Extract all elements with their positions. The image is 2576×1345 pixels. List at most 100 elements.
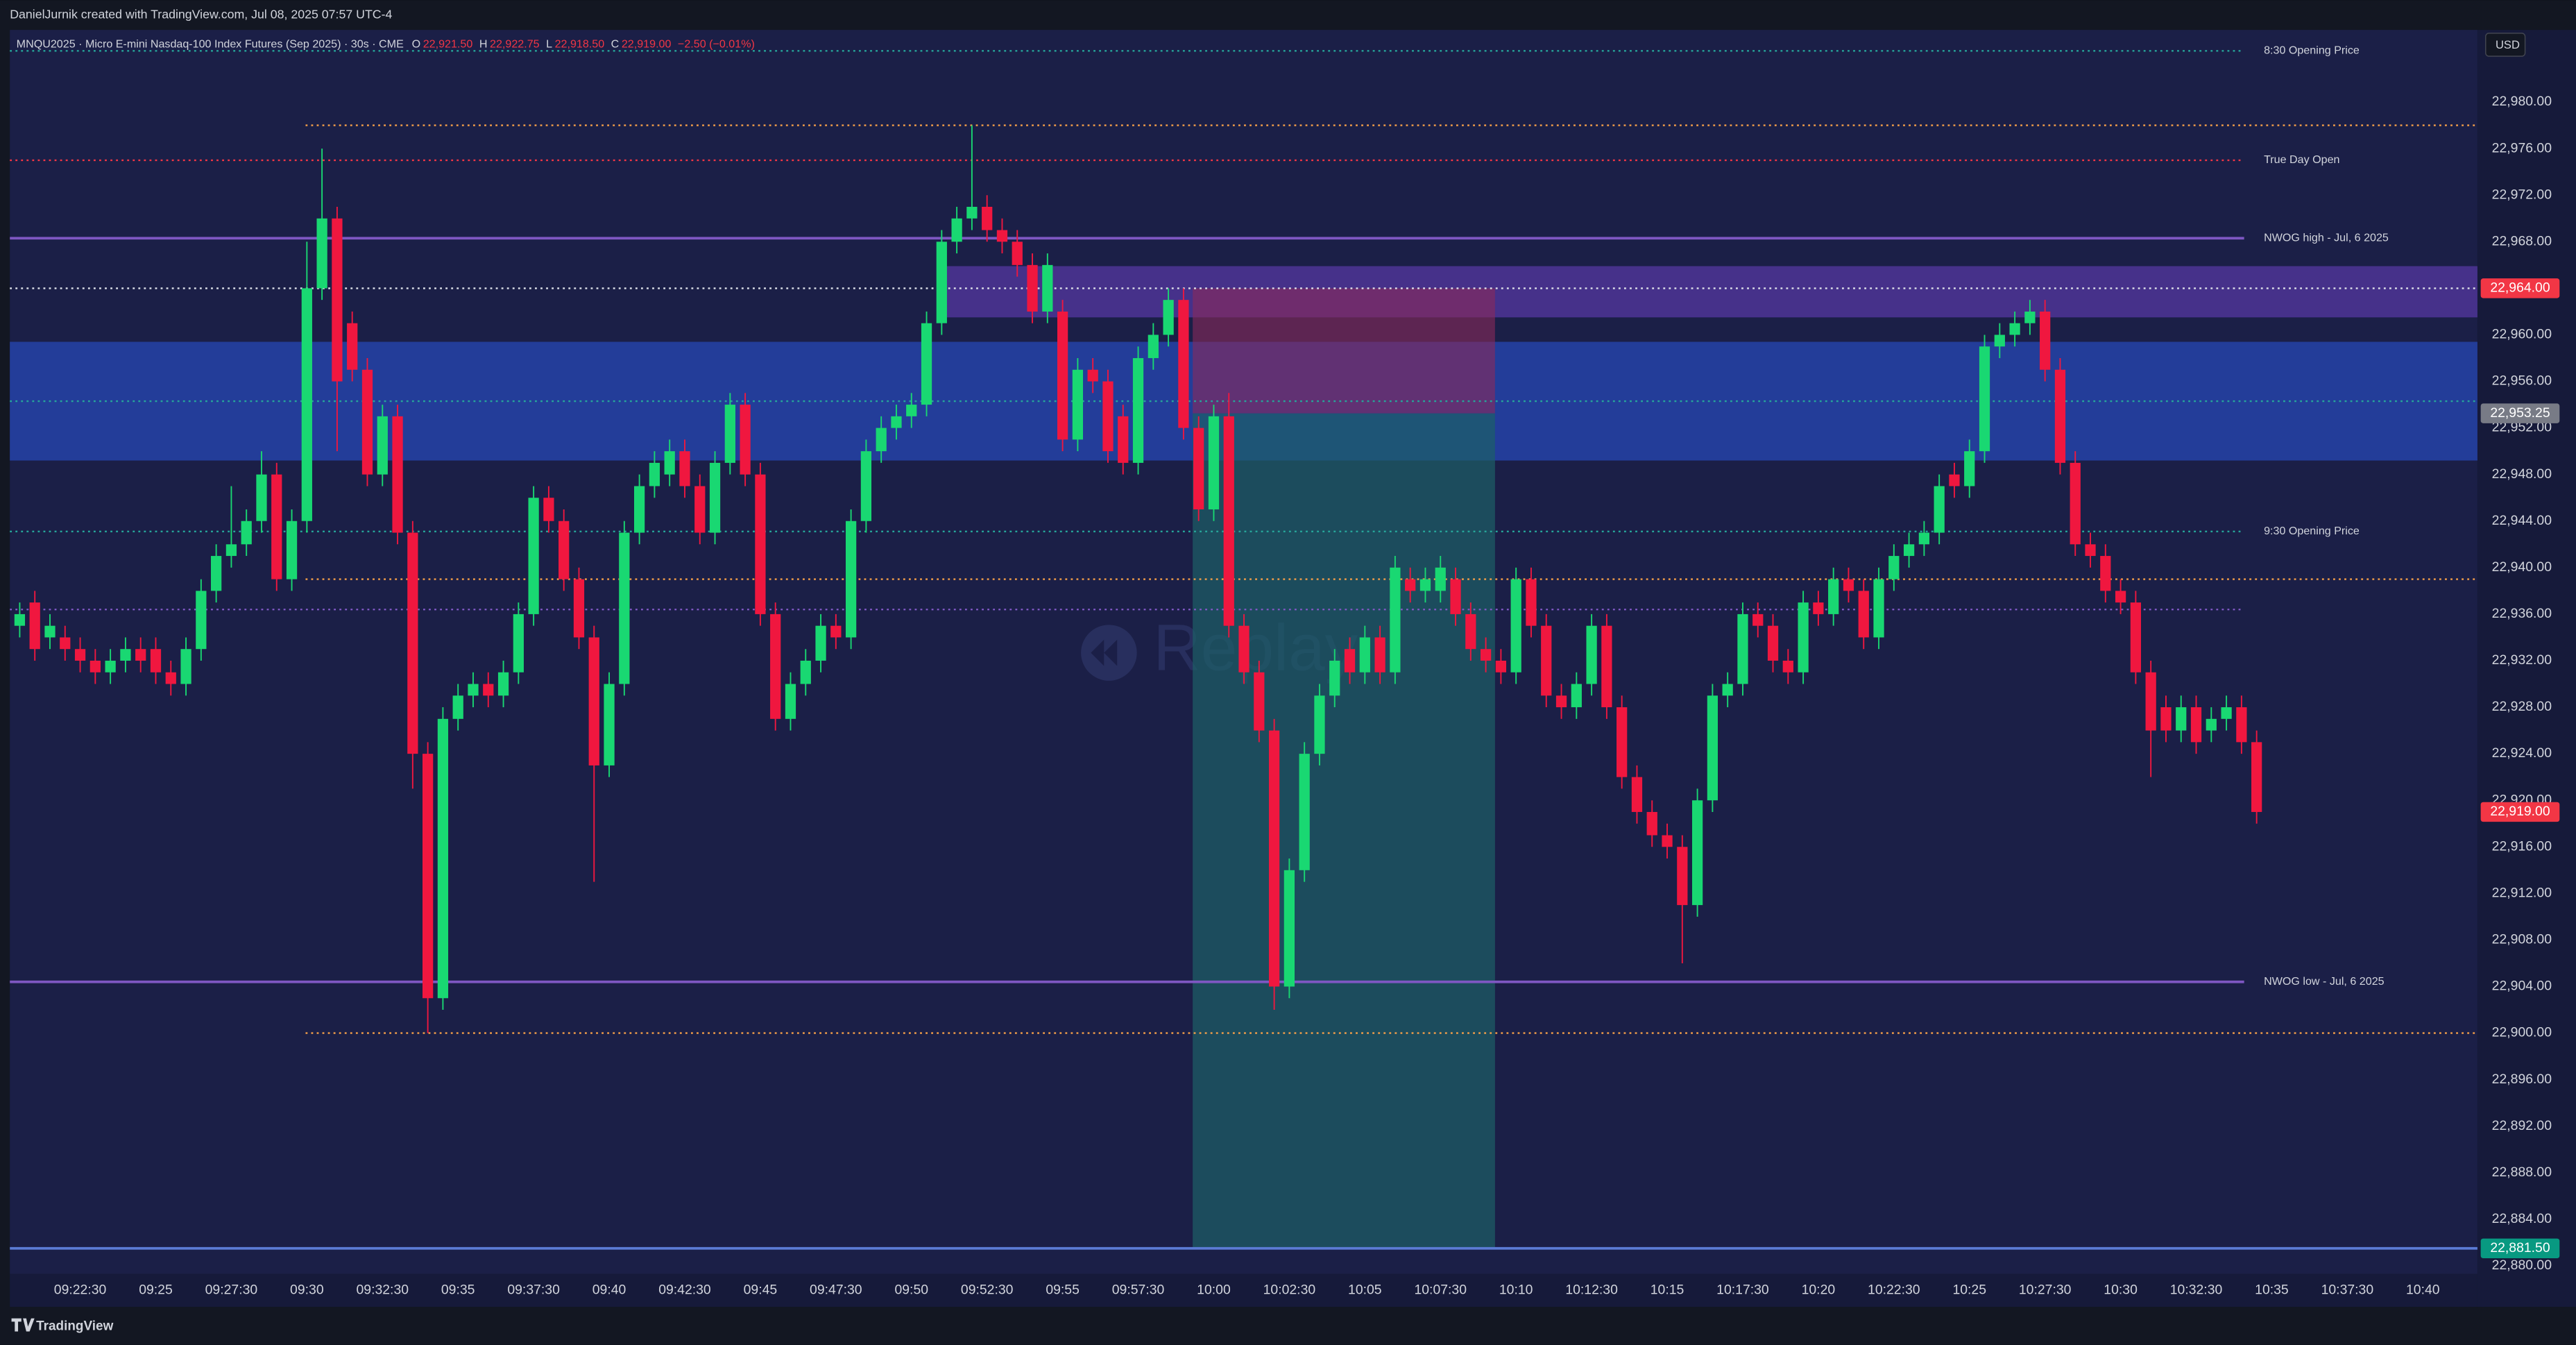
ohlc-value: 22,919.00 (622, 38, 672, 51)
candle-body (29, 602, 40, 650)
candle-body (1662, 835, 1673, 847)
candle-body (1555, 695, 1567, 708)
candle-body (709, 462, 721, 533)
position-stop (1193, 288, 1495, 414)
x-tick-label: 09:40 (592, 1282, 626, 1297)
y-tick-label: 22,960.00 (2492, 327, 2552, 342)
ohlc-key: H (479, 38, 488, 51)
y-tick-label: 22,900.00 (2492, 1025, 2552, 1040)
candle-body (241, 521, 252, 545)
x-tick-label: 10:02:30 (1263, 1282, 1316, 1297)
candle-body (633, 486, 645, 533)
x-tick-label: 09:42:30 (658, 1282, 711, 1297)
candle-body (1238, 625, 1249, 672)
level-label: 8:30 Opening Price (2264, 44, 2360, 57)
candle-body (1435, 567, 1446, 591)
candle-body (1072, 369, 1084, 440)
y-tick-label: 22,924.00 (2492, 745, 2552, 761)
candle-body (332, 218, 343, 382)
candle-body (1752, 614, 1764, 626)
price-axis (2477, 30, 2576, 1308)
candle-body (1994, 335, 2005, 347)
candle-body (1541, 625, 1552, 696)
candle-body (1526, 579, 1537, 626)
candle-body (664, 451, 675, 475)
candle-body (1691, 800, 1703, 906)
x-tick-label: 10:15 (1650, 1282, 1684, 1297)
y-tick-label: 22,940.00 (2492, 559, 2552, 575)
candle-body (271, 474, 282, 580)
candle-body (2009, 323, 2020, 335)
candle-body (649, 462, 660, 487)
candle-body (921, 323, 932, 405)
y-tick-label: 22,904.00 (2492, 979, 2552, 994)
candle-body (800, 660, 811, 684)
x-tick-label: 10:40 (2406, 1282, 2440, 1297)
price-label-box (2480, 1238, 2560, 1258)
y-tick-label: 22,896.00 (2492, 1072, 2552, 1087)
y-tick-label: 22,880.00 (2492, 1258, 2552, 1273)
y-tick-label: 22,932.00 (2492, 652, 2552, 668)
y-tick-label: 22,952.00 (2492, 420, 2552, 435)
candle-body (1178, 300, 1189, 428)
candle-body (1314, 695, 1325, 754)
position-target (1193, 413, 1495, 1249)
candle-body (528, 498, 539, 614)
candle-body (407, 532, 418, 754)
candle-body (543, 498, 554, 521)
candle-body (1254, 672, 1265, 731)
candle-body (1132, 357, 1144, 463)
candle-body (392, 416, 403, 533)
symbol: MNQU2025 · Micro E-mini Nasdaq-100 Index… (17, 38, 404, 51)
ohlc-value: 22,922.75 (490, 38, 540, 51)
x-tick-label: 10:00 (1197, 1282, 1231, 1297)
candle-body (1042, 264, 1053, 312)
change: −2.50 (−0.01%) (678, 38, 755, 51)
candle-body (1677, 847, 1688, 906)
candle-body (468, 684, 479, 696)
candle-body (1707, 695, 1718, 801)
candle-body (1405, 579, 1416, 591)
currency: USD (2496, 38, 2520, 51)
level-label: NWOG high - Jul, 6 2025 (2264, 232, 2389, 244)
x-tick-label: 10:27:30 (2019, 1282, 2072, 1297)
candle-body (1903, 544, 1915, 557)
candle-body (1495, 660, 1507, 672)
candle-body (2176, 707, 2187, 731)
price-label: 22,919.00 (2490, 804, 2550, 819)
y-tick-label: 22,972.00 (2492, 187, 2552, 202)
candle-body (1344, 649, 1356, 672)
candle-body (1586, 625, 1597, 684)
candle-body (1888, 556, 1900, 580)
candle-body (2130, 602, 2142, 672)
candle-body (604, 684, 615, 765)
price-label-box (2480, 802, 2560, 822)
candle-body (89, 660, 101, 672)
x-tick-label: 10:12:30 (1565, 1282, 1618, 1297)
y-tick-label: 22,980.00 (2492, 94, 2552, 109)
candle-body (573, 579, 585, 638)
credit: DanielJurnik created with TradingView.co… (10, 7, 392, 21)
x-tick-label: 09:25 (139, 1282, 173, 1297)
x-tick-label: 10:30 (2104, 1282, 2138, 1297)
candle-body (1374, 637, 1385, 672)
candle-body (361, 369, 373, 475)
x-tick-label: 09:35 (441, 1282, 475, 1297)
candle-body (483, 684, 494, 696)
currency-box[interactable] (2485, 33, 2526, 57)
candle-body (1798, 602, 1809, 672)
candle-body (2190, 707, 2202, 743)
candle-body (1858, 591, 1869, 638)
candle-body (588, 637, 599, 765)
level-label: NWOG low - Jul, 6 2025 (2264, 975, 2385, 988)
x-tick-label: 10:10 (1499, 1282, 1533, 1297)
price-label: 22,953.25 (2490, 405, 2550, 421)
candle-body (1329, 660, 1340, 696)
candle-body (437, 718, 449, 999)
y-tick-label: 22,884.00 (2492, 1211, 2552, 1226)
candle-body (906, 405, 917, 416)
candle-body (1012, 242, 1023, 265)
candle-body (2100, 556, 2111, 591)
x-tick-label: 10:37:30 (2321, 1282, 2374, 1297)
